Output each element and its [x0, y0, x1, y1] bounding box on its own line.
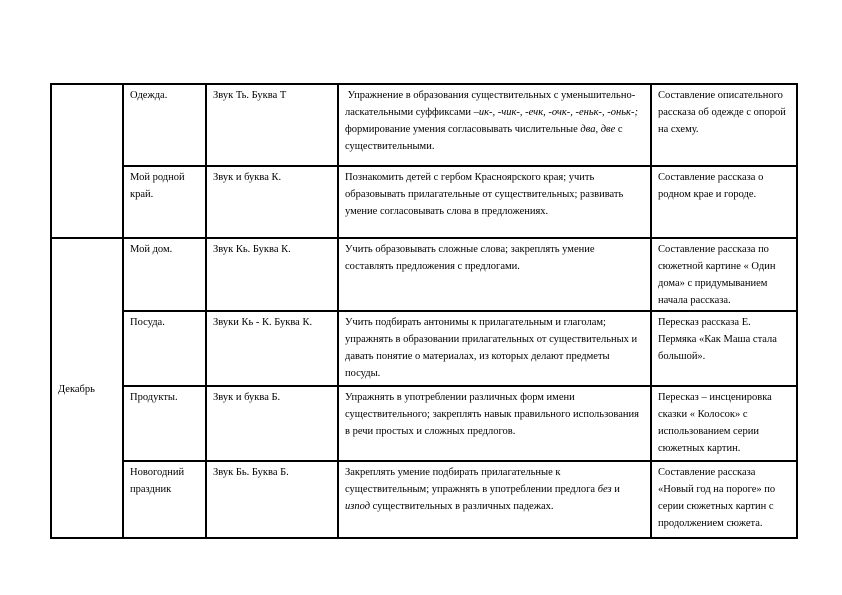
goals-cell: Учить образовывать сложные слова; закреп…: [337, 237, 652, 312]
sound-cell: Звук Бь. Буква Б.: [205, 460, 339, 539]
topic-cell: Новогодний праздник: [122, 460, 207, 539]
table-row: Декабрь Мой дом. Звук Кь. Буква К. Учить…: [50, 237, 798, 539]
table-row: Посуда. Звуки Кь - К. Буква К. Учить под…: [51, 310, 798, 387]
goals-cell: Познакомить детей с гербом Красноярского…: [337, 165, 652, 239]
suffixes-text: –ик-, -чик-, -ечк, -очк-, -еньк-, -оньк-…: [473, 107, 638, 118]
table-row: Мой родной край. Звук и буква К. Познако…: [51, 165, 798, 239]
sound-cell: Звук Ть. Буква Т: [205, 83, 339, 167]
goals-text: Упражнение в образования существительных…: [345, 90, 636, 118]
goals-text: с существительными.: [345, 124, 623, 152]
speech-cell: Составление рассказа о родном крае и гор…: [650, 165, 798, 239]
topic-cell: Посуда.: [122, 310, 207, 387]
topic-cell: Мой дом.: [122, 237, 207, 312]
topic-cell: Одежда.: [122, 83, 207, 167]
goals-cell: Упражнение в образования существительных…: [337, 83, 652, 167]
topic-cell: Продукты.: [122, 385, 207, 462]
goals-text: и: [611, 484, 620, 495]
speech-cell: Пересказ рассказа Е. Пермяка «Как Маша с…: [650, 310, 798, 387]
speech-cell: Составление рассказа «Новый год на порог…: [650, 460, 798, 539]
sound-cell: Звуки Кь - К. Буква К.: [205, 310, 339, 387]
goals-cell: Упражнять в употреблении различных форм …: [337, 385, 652, 462]
sound-cell: Звук и буква Б.: [205, 385, 339, 462]
table-row: Продукты. Звук и буква Б. Упражнять в уп…: [51, 385, 798, 462]
speech-cell: Составление рассказа по сюжетной картине…: [650, 237, 798, 312]
goals-text: существительных в различных падежах.: [370, 501, 554, 512]
table-row: Новогодний праздник Звук Бь. Буква Б. За…: [51, 460, 798, 539]
month-cell: [50, 83, 124, 239]
table-row: Одежда. Звук Ть. Буква Т Упражнение в об…: [50, 83, 798, 239]
preposition-text: без: [597, 484, 612, 495]
numerals-text: два, две: [580, 124, 616, 135]
goals-text: Закреплять умение подбирать прилагательн…: [345, 467, 598, 495]
sound-cell: Звук и буква К.: [205, 165, 339, 239]
topic-cell: Мой родной край.: [122, 165, 207, 239]
preposition-text: изпод: [345, 501, 371, 512]
goals-cell: Закреплять умение подбирать прилагательн…: [337, 460, 652, 539]
goals-text: формирование умения согласовывать числит…: [345, 124, 581, 135]
goals-cell: Учить подбирать антонимы к прилагательны…: [337, 310, 652, 387]
month-cell: Декабрь: [50, 237, 124, 539]
speech-cell: Пересказ – инсценировка сказки « Колосок…: [650, 385, 798, 462]
sound-cell: Звук Кь. Буква К.: [205, 237, 339, 312]
speech-cell: Составление описательного рассказа об од…: [650, 83, 798, 167]
lesson-plan-table: Одежда. Звук Ть. Буква Т Упражнение в об…: [50, 83, 798, 539]
